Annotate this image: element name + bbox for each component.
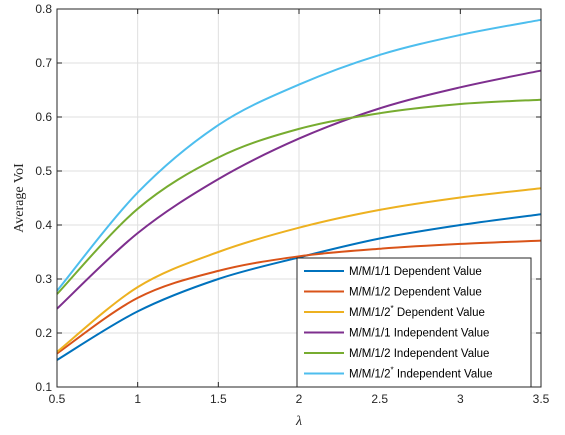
legend-label-0: M/M/1/1 Dependent Value	[349, 266, 482, 278]
legend-label-4: M/M/1/2 Independent Value	[349, 348, 489, 360]
y-axis-label: Average VoI	[12, 163, 27, 233]
series-line-3	[56, 69, 542, 310]
y-tick-label: 0.1	[35, 380, 52, 394]
series-line-2	[56, 187, 542, 353]
y-tick-label: 0.7	[35, 56, 52, 70]
series-line-1	[56, 239, 542, 355]
tick-labels: 0.5 1 1.5 2 2.5 3 3.5 0.1 0.2 0.3 0.4 0.5 0.6 0.7 0.8	[35, 2, 549, 406]
legend-label-1: M/M/1/2 Dependent Value	[349, 287, 482, 299]
series-lines	[56, 18, 542, 361]
y-tick-label: 0.6	[35, 110, 52, 124]
x-tick-label: 3.5	[533, 392, 550, 406]
x-tick-label: 1.5	[210, 392, 227, 406]
y-tick-label: 0.3	[35, 272, 52, 286]
legend-label-2: M/M/1/2* Dependent Value	[349, 304, 485, 319]
legend-box	[296, 257, 532, 388]
series-line-4	[56, 98, 542, 295]
x-tick-label: 3	[457, 392, 464, 406]
series-line-5	[56, 18, 542, 292]
legend: M/M/1/1 Dependent Value M/M/1/2 Dependent…	[296, 257, 532, 388]
legend-label-3: M/M/1/1 Independent Value	[349, 328, 489, 340]
x-tick-label: 1	[134, 392, 141, 406]
x-tick-label: 0.5	[49, 392, 66, 406]
x-tick-label: 2	[296, 392, 303, 406]
y-tick-label: 0.2	[35, 326, 52, 340]
y-tick-label: 0.8	[35, 2, 52, 16]
y-tick-label: 0.5	[35, 164, 52, 178]
x-axis-label: λ	[295, 414, 302, 429]
legend-label-5: M/M/1/2* Independent Value	[349, 366, 493, 381]
y-tick-label: 0.4	[35, 218, 52, 232]
x-tick-label: 2.5	[371, 392, 388, 406]
ticks	[56, 8, 542, 388]
series-line-0	[56, 213, 542, 361]
